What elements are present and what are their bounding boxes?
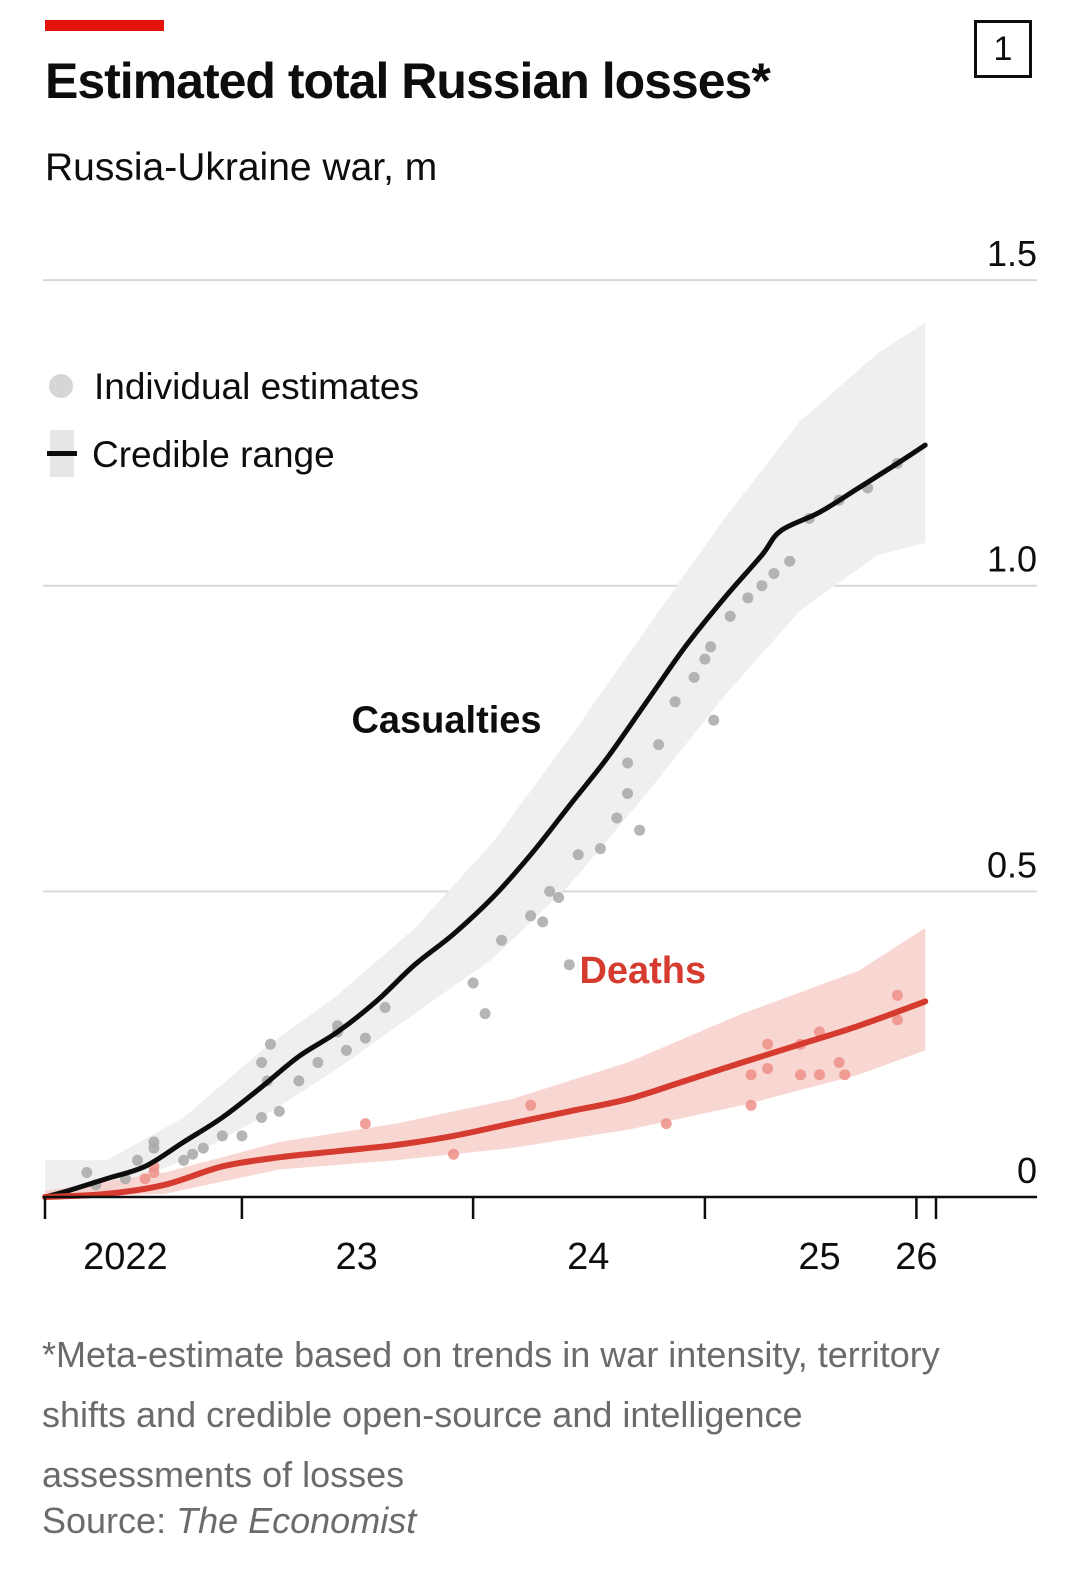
estimate-point — [839, 1069, 851, 1081]
estimate-point — [891, 989, 903, 1001]
x-tick-label: 24 — [567, 1236, 609, 1278]
y-tick-label: 1.0 — [987, 539, 1037, 580]
chart-subtitle: Russia-Ukraine war, m — [45, 146, 438, 189]
estimate-point — [236, 1130, 248, 1142]
x-tick-label: 23 — [335, 1236, 377, 1278]
estimate-point — [496, 934, 508, 946]
estimate-point — [814, 1069, 825, 1081]
estimate-point — [660, 1118, 672, 1130]
estimate-point — [256, 1112, 268, 1123]
estimate-point — [653, 739, 665, 751]
estimate-point — [544, 885, 556, 897]
credible-range-band — [45, 322, 926, 1197]
series-line — [42, 998, 929, 1200]
estimate-point — [768, 568, 780, 579]
source-name: The Economist — [176, 1500, 417, 1541]
estimate-point — [264, 1038, 276, 1050]
x-tick-label: 2022 — [83, 1236, 168, 1278]
estimate-point — [762, 1038, 774, 1050]
source-label: Source: — [42, 1500, 167, 1541]
estimate-point — [742, 592, 754, 604]
estimate-point — [525, 1099, 537, 1111]
estimate-point — [525, 910, 537, 922]
estimate-point — [178, 1154, 190, 1166]
estimate-point — [594, 843, 606, 855]
estimate-point — [622, 788, 634, 799]
estimate-point — [359, 1032, 371, 1044]
estimate-point — [795, 1069, 806, 1081]
y-tick-label: 0.5 — [987, 844, 1037, 885]
estimate-point — [724, 610, 736, 622]
estimate-point — [467, 977, 479, 989]
estimate-point — [634, 824, 646, 836]
estimate-point — [312, 1057, 324, 1068]
estimate-point — [187, 1148, 199, 1160]
accent-bar — [45, 20, 164, 31]
estimate-point — [139, 1173, 151, 1185]
estimate-point — [708, 714, 720, 726]
legend-dot-icon — [49, 374, 73, 398]
estimate-point — [132, 1154, 143, 1166]
series-line — [42, 442, 928, 1200]
estimate-point — [148, 1142, 160, 1154]
estimate-point — [553, 892, 565, 903]
estimate-point — [273, 1105, 285, 1117]
estimate-point — [448, 1148, 459, 1160]
series-label: Deaths — [579, 950, 706, 992]
x-tick-label: 26 — [895, 1236, 937, 1278]
legend-label-estimates: Individual estimates — [94, 366, 419, 407]
estimate-point — [572, 849, 584, 861]
estimate-point — [669, 696, 681, 708]
estimate-point — [745, 1099, 757, 1111]
estimate-point — [256, 1057, 268, 1068]
estimate-point — [359, 1118, 371, 1130]
chart-number-badge: 1 — [974, 20, 1032, 78]
estimate-point — [688, 671, 700, 683]
source-line: Source: The Economist — [42, 1500, 416, 1542]
estimate-point — [833, 1057, 845, 1068]
footnote: *Meta-estimate based on trends in war in… — [42, 1334, 940, 1495]
estimate-point — [537, 916, 549, 928]
y-tick-label: 0 — [1017, 1150, 1037, 1191]
estimate-point — [745, 1069, 757, 1081]
estimate-point — [563, 959, 575, 971]
estimate-point — [762, 1063, 774, 1075]
estimate-point — [699, 653, 711, 665]
legend-label-range: Credible range — [92, 434, 335, 475]
estimate-point — [479, 1008, 491, 1020]
y-tick-label: 1.5 — [987, 233, 1037, 274]
estimate-point — [756, 580, 768, 592]
estimate-point — [622, 757, 634, 769]
estimate-point — [293, 1075, 305, 1087]
estimate-point — [197, 1142, 209, 1154]
estimate-point — [784, 555, 796, 567]
estimate-point — [379, 1002, 391, 1013]
estimate-point — [891, 1014, 903, 1026]
series-label: Casualties — [351, 699, 541, 741]
estimate-point — [81, 1167, 93, 1178]
chart-title: Estimated total Russian losses* — [45, 53, 771, 109]
estimate-point — [216, 1130, 228, 1142]
estimate-point — [611, 812, 623, 824]
estimate-point — [705, 641, 717, 653]
estimate-point — [340, 1044, 352, 1056]
chart-plot: 0 0.5 1.0 1.5 Casualties Deaths 2022 23 24 25 26 In… — [42, 233, 1037, 1278]
x-tick-label: 25 — [798, 1236, 840, 1278]
